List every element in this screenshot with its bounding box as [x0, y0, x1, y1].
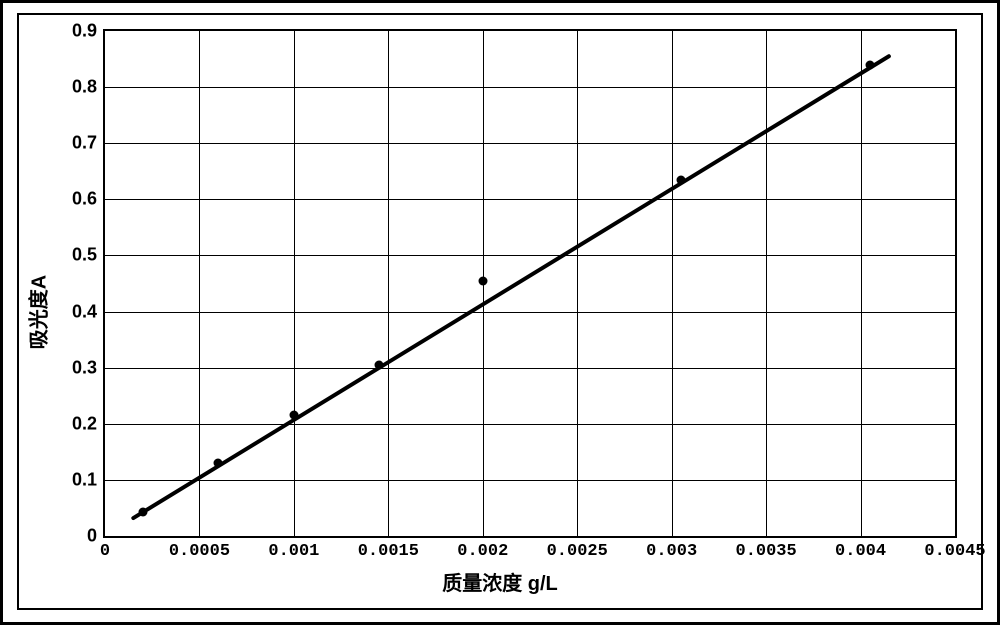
y-tick-label: 0.6	[72, 189, 105, 210]
x-tick-label: 0.0015	[358, 536, 419, 561]
data-point	[677, 175, 686, 184]
y-tick-label: 0.5	[72, 245, 105, 266]
grid-horizontal	[105, 480, 955, 481]
grid-vertical	[199, 31, 200, 536]
x-tick-label: 0.004	[835, 536, 886, 561]
grid-vertical	[577, 31, 578, 536]
x-tick-label: 0.0035	[736, 536, 797, 561]
x-tick-label: 0.0045	[924, 536, 985, 561]
plot-wrap: 00.00050.0010.00150.0020.00250.0030.0035…	[103, 29, 957, 538]
y-tick-label: 0.4	[72, 301, 105, 322]
x-axis-title: 质量浓度 g/L	[19, 567, 981, 596]
y-tick-label: 0.1	[72, 469, 105, 490]
regression-line	[105, 31, 955, 536]
data-point	[374, 360, 383, 369]
grid-horizontal	[105, 255, 955, 256]
x-tick-label: 0.003	[646, 536, 697, 561]
grid-vertical	[766, 31, 767, 536]
data-point	[866, 60, 875, 69]
x-tick-label: 0.002	[457, 536, 508, 561]
x-tick-label: 0.001	[268, 536, 319, 561]
grid-vertical	[672, 31, 673, 536]
grid-horizontal	[105, 199, 955, 200]
grid-horizontal	[105, 87, 955, 88]
grid-horizontal	[105, 368, 955, 369]
chart-frame: 吸光度A 质量浓度 g/L 00.00050.0010.00150.0020.0…	[17, 13, 983, 610]
data-point	[289, 411, 298, 420]
y-tick-label: 0.7	[72, 133, 105, 154]
x-tick-label: 0.0025	[547, 536, 608, 561]
plot-area: 00.00050.0010.00150.0020.00250.0030.0035…	[103, 29, 957, 538]
data-point	[214, 459, 223, 468]
data-point	[478, 276, 487, 285]
data-point	[138, 507, 147, 516]
grid-vertical	[294, 31, 295, 536]
y-tick-label: 0	[87, 526, 105, 547]
y-tick-label: 0.8	[72, 77, 105, 98]
grid-vertical	[861, 31, 862, 536]
x-tick-label: 0.0005	[169, 536, 230, 561]
y-tick-label: 0.3	[72, 357, 105, 378]
y-tick-label: 0.2	[72, 413, 105, 434]
y-axis-title: 吸光度A	[23, 274, 52, 348]
outer-frame: 吸光度A 质量浓度 g/L 00.00050.0010.00150.0020.0…	[0, 0, 1000, 625]
grid-horizontal	[105, 424, 955, 425]
grid-horizontal	[105, 143, 955, 144]
y-tick-label: 0.9	[72, 21, 105, 42]
grid-vertical	[388, 31, 389, 536]
grid-horizontal	[105, 312, 955, 313]
